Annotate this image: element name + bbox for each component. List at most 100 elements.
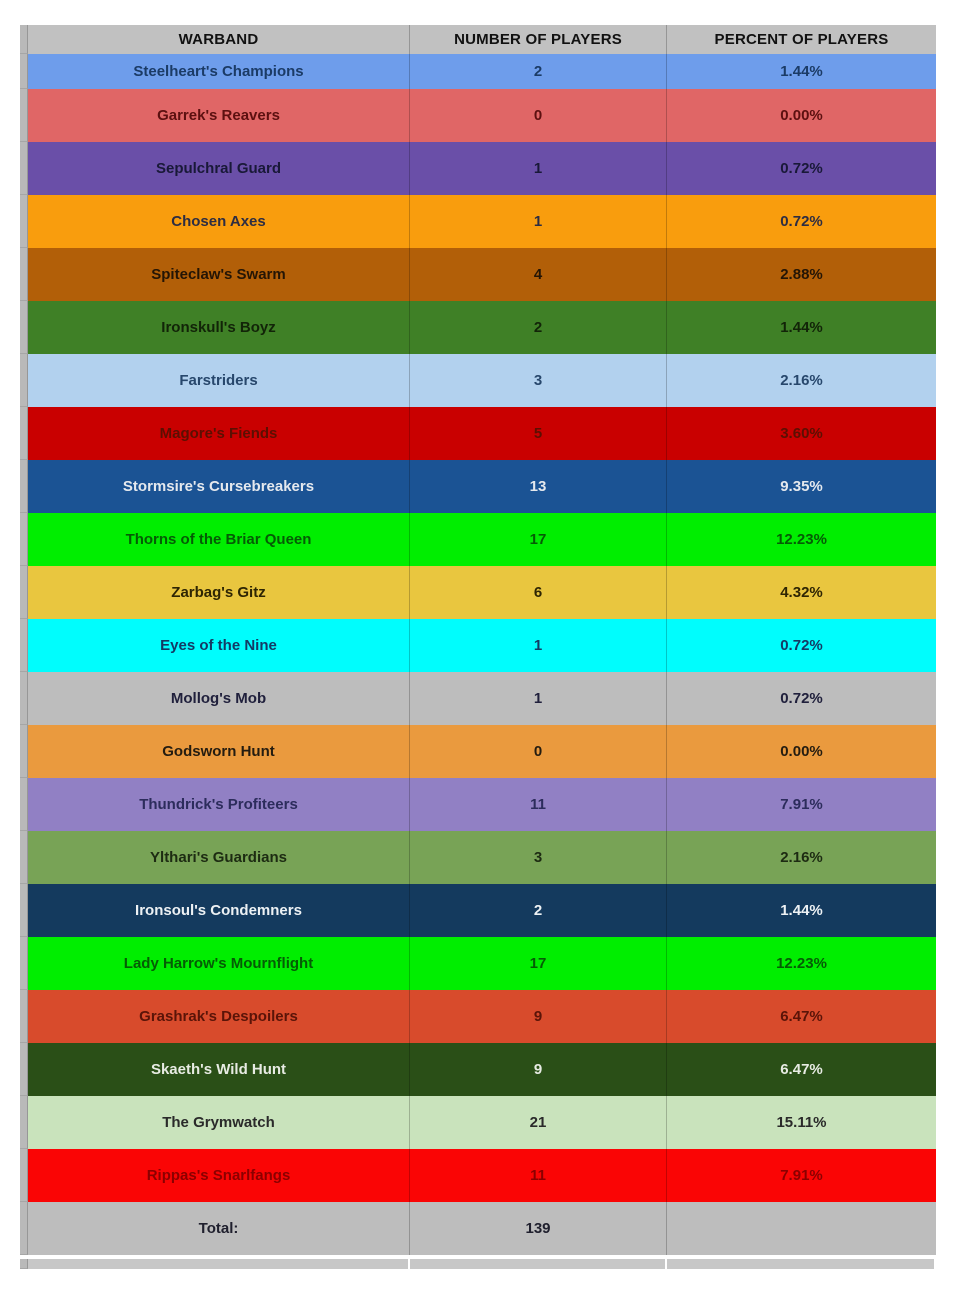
left-edge-sliver	[20, 1149, 28, 1202]
left-edge-sliver	[20, 460, 28, 513]
percent-cell: 1.44%	[667, 54, 936, 89]
players-count-cell: 1	[410, 142, 667, 195]
table-row: Grashrak's Despoilers 9 6.47%	[20, 990, 936, 1043]
percent-cell: 7.91%	[667, 1149, 936, 1202]
left-edge-sliver	[20, 619, 28, 672]
left-edge-sliver	[20, 354, 28, 407]
table-row: Rippas's Snarlfangs 11 7.91%	[20, 1149, 936, 1202]
warband-name-cell: Stormsire's Cursebreakers	[28, 460, 410, 513]
table-row: Chosen Axes 1 0.72%	[20, 195, 936, 248]
table-row: Ylthari's Guardians 3 2.16%	[20, 831, 936, 884]
warband-name-cell: Garrek's Reavers	[28, 89, 410, 142]
warband-name-cell: Thundrick's Profiteers	[28, 778, 410, 831]
table-row: Lady Harrow's Mournflight 17 12.23%	[20, 937, 936, 990]
percent-cell: 0.72%	[667, 672, 936, 725]
row-gap	[20, 1255, 936, 1259]
players-count-cell: 3	[410, 831, 667, 884]
left-edge-sliver	[20, 937, 28, 990]
table-row: Magore's Fiends 5 3.60%	[20, 407, 936, 460]
percent-cell: 0.00%	[667, 725, 936, 778]
warband-name-cell: Thorns of the Briar Queen	[28, 513, 410, 566]
players-count-cell: 4	[410, 248, 667, 301]
left-edge-sliver	[20, 142, 28, 195]
warband-name-cell: Farstriders	[28, 354, 410, 407]
warband-name-cell: Mollog's Mob	[28, 672, 410, 725]
header-percent-of-players: PERCENT OF PLAYERS	[667, 25, 936, 54]
left-edge-sliver	[20, 25, 28, 54]
warband-name-cell: Zarbag's Gitz	[28, 566, 410, 619]
total-percent-cell	[667, 1202, 936, 1255]
warband-name-cell: Magore's Fiends	[28, 407, 410, 460]
table-row: Thundrick's Profiteers 11 7.91%	[20, 778, 936, 831]
players-count-cell: 9	[410, 1043, 667, 1096]
percent-cell: 12.23%	[667, 937, 936, 990]
percent-cell: 1.44%	[667, 301, 936, 354]
percent-cell: 0.72%	[667, 142, 936, 195]
percent-cell: 15.11%	[667, 1096, 936, 1149]
percent-cell: 1.44%	[667, 884, 936, 937]
percent-cell: 12.23%	[667, 513, 936, 566]
warband-name-cell: Spiteclaw's Swarm	[28, 248, 410, 301]
warband-name-cell: Ylthari's Guardians	[28, 831, 410, 884]
players-count-cell: 5	[410, 407, 667, 460]
warband-name-cell: Godsworn Hunt	[28, 725, 410, 778]
header-warband: WARBAND	[28, 25, 410, 54]
left-edge-sliver	[20, 54, 28, 89]
players-count-cell: 13	[410, 460, 667, 513]
players-count-cell: 6	[410, 566, 667, 619]
table-row: The Grymwatch 21 15.11%	[20, 1096, 936, 1149]
players-count-cell: 1	[410, 619, 667, 672]
percent-cell: 0.72%	[667, 619, 936, 672]
warband-name-cell: Grashrak's Despoilers	[28, 990, 410, 1043]
table-row: Godsworn Hunt 0 0.00%	[20, 725, 936, 778]
percent-cell: 2.16%	[667, 831, 936, 884]
table-row: Skaeth's Wild Hunt 9 6.47%	[20, 1043, 936, 1096]
table-header-row: WARBAND NUMBER OF PLAYERS PERCENT OF PLA…	[20, 25, 936, 54]
left-edge-sliver	[20, 725, 28, 778]
percent-cell: 3.60%	[667, 407, 936, 460]
players-count-cell: 3	[410, 354, 667, 407]
percent-cell: 0.72%	[667, 195, 936, 248]
players-count-cell: 21	[410, 1096, 667, 1149]
warband-name-cell: Lady Harrow's Mournflight	[28, 937, 410, 990]
total-label-cell: Total:	[28, 1202, 410, 1255]
warband-table: WARBAND NUMBER OF PLAYERS PERCENT OF PLA…	[20, 25, 936, 1269]
players-count-cell: 2	[410, 54, 667, 89]
partial-bottom-row	[20, 1259, 936, 1269]
players-count-cell: 17	[410, 937, 667, 990]
warband-name-cell: Sepulchral Guard	[28, 142, 410, 195]
players-count-cell: 0	[410, 725, 667, 778]
table-row: Ironsoul's Condemners 2 1.44%	[20, 884, 936, 937]
warband-name-cell: Eyes of the Nine	[28, 619, 410, 672]
left-edge-sliver	[20, 513, 28, 566]
table-row: Zarbag's Gitz 6 4.32%	[20, 566, 936, 619]
players-count-cell: 2	[410, 884, 667, 937]
warband-name-cell: Chosen Axes	[28, 195, 410, 248]
players-count-cell: 1	[410, 672, 667, 725]
warband-name-cell: Steelheart's Champions	[28, 54, 410, 89]
total-players-cell: 139	[410, 1202, 667, 1255]
warband-name-cell: Ironsoul's Condemners	[28, 884, 410, 937]
left-edge-sliver	[20, 1259, 28, 1269]
left-edge-sliver	[20, 778, 28, 831]
left-edge-sliver	[20, 990, 28, 1043]
left-edge-sliver	[20, 248, 28, 301]
table-row: Spiteclaw's Swarm 4 2.88%	[20, 248, 936, 301]
table-row: Ironskull's Boyz 2 1.44%	[20, 301, 936, 354]
left-edge-sliver	[20, 672, 28, 725]
left-edge-sliver	[20, 831, 28, 884]
players-count-cell: 1	[410, 195, 667, 248]
players-count-cell: 9	[410, 990, 667, 1043]
percent-cell: 7.91%	[667, 778, 936, 831]
left-edge-sliver	[20, 301, 28, 354]
table-row: Steelheart's Champions 2 1.44%	[20, 54, 936, 89]
left-edge-sliver	[20, 566, 28, 619]
warband-name-cell: Rippas's Snarlfangs	[28, 1149, 410, 1202]
table-row: Garrek's Reavers 0 0.00%	[20, 89, 936, 142]
warband-name-cell: Ironskull's Boyz	[28, 301, 410, 354]
percent-cell: 2.16%	[667, 354, 936, 407]
table-row: Farstriders 3 2.16%	[20, 354, 936, 407]
table-row: Stormsire's Cursebreakers 13 9.35%	[20, 460, 936, 513]
left-edge-sliver	[20, 1202, 28, 1255]
percent-cell: 9.35%	[667, 460, 936, 513]
